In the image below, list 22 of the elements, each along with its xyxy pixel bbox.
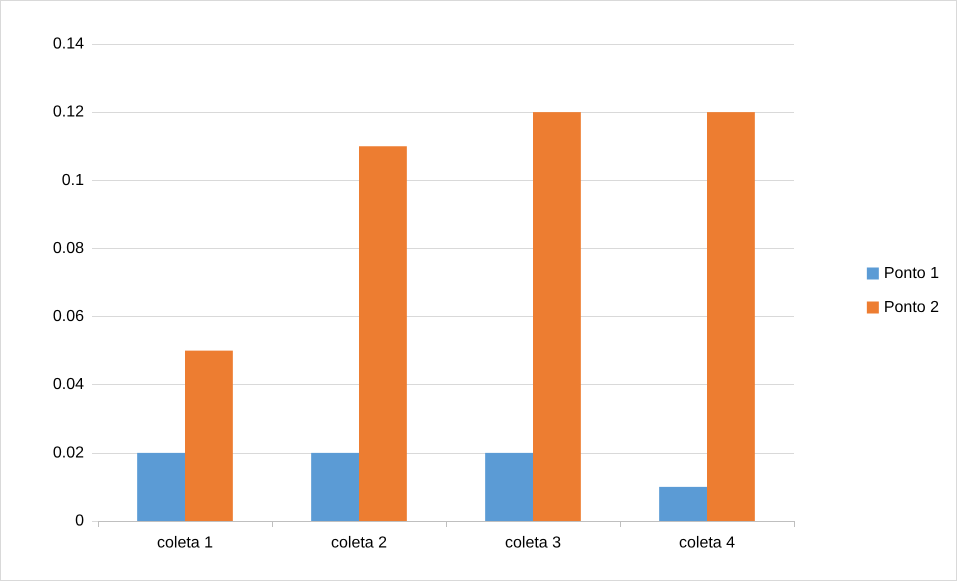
x-tick-label: coleta 1: [156, 534, 214, 552]
x-tick-label: coleta 3: [504, 534, 562, 552]
x-tick-label: coleta 2: [330, 534, 388, 552]
x-tick-label: coleta 4: [678, 534, 736, 552]
y-tick-label: 0.12: [52, 104, 84, 121]
y-tick-label: 0.04: [52, 376, 84, 394]
y-tick-label: 0.1: [62, 172, 84, 189]
bar: [359, 146, 407, 521]
bar: [533, 112, 581, 521]
y-tick-label: 0.02: [52, 444, 84, 462]
y-tick-label: 0.08: [52, 240, 84, 257]
bar: [311, 452, 359, 521]
bar: [707, 112, 755, 521]
bar: [659, 486, 707, 521]
legend-label: Ponto 2: [884, 299, 940, 316]
y-tick-label: 0: [75, 512, 84, 530]
y-tick-label: 0.14: [52, 36, 84, 52]
legend-label: Ponto 1: [884, 265, 940, 282]
y-tick-label: 0.06: [52, 308, 84, 326]
bar: [485, 452, 533, 521]
bar: [137, 452, 185, 521]
bar: [185, 350, 233, 521]
